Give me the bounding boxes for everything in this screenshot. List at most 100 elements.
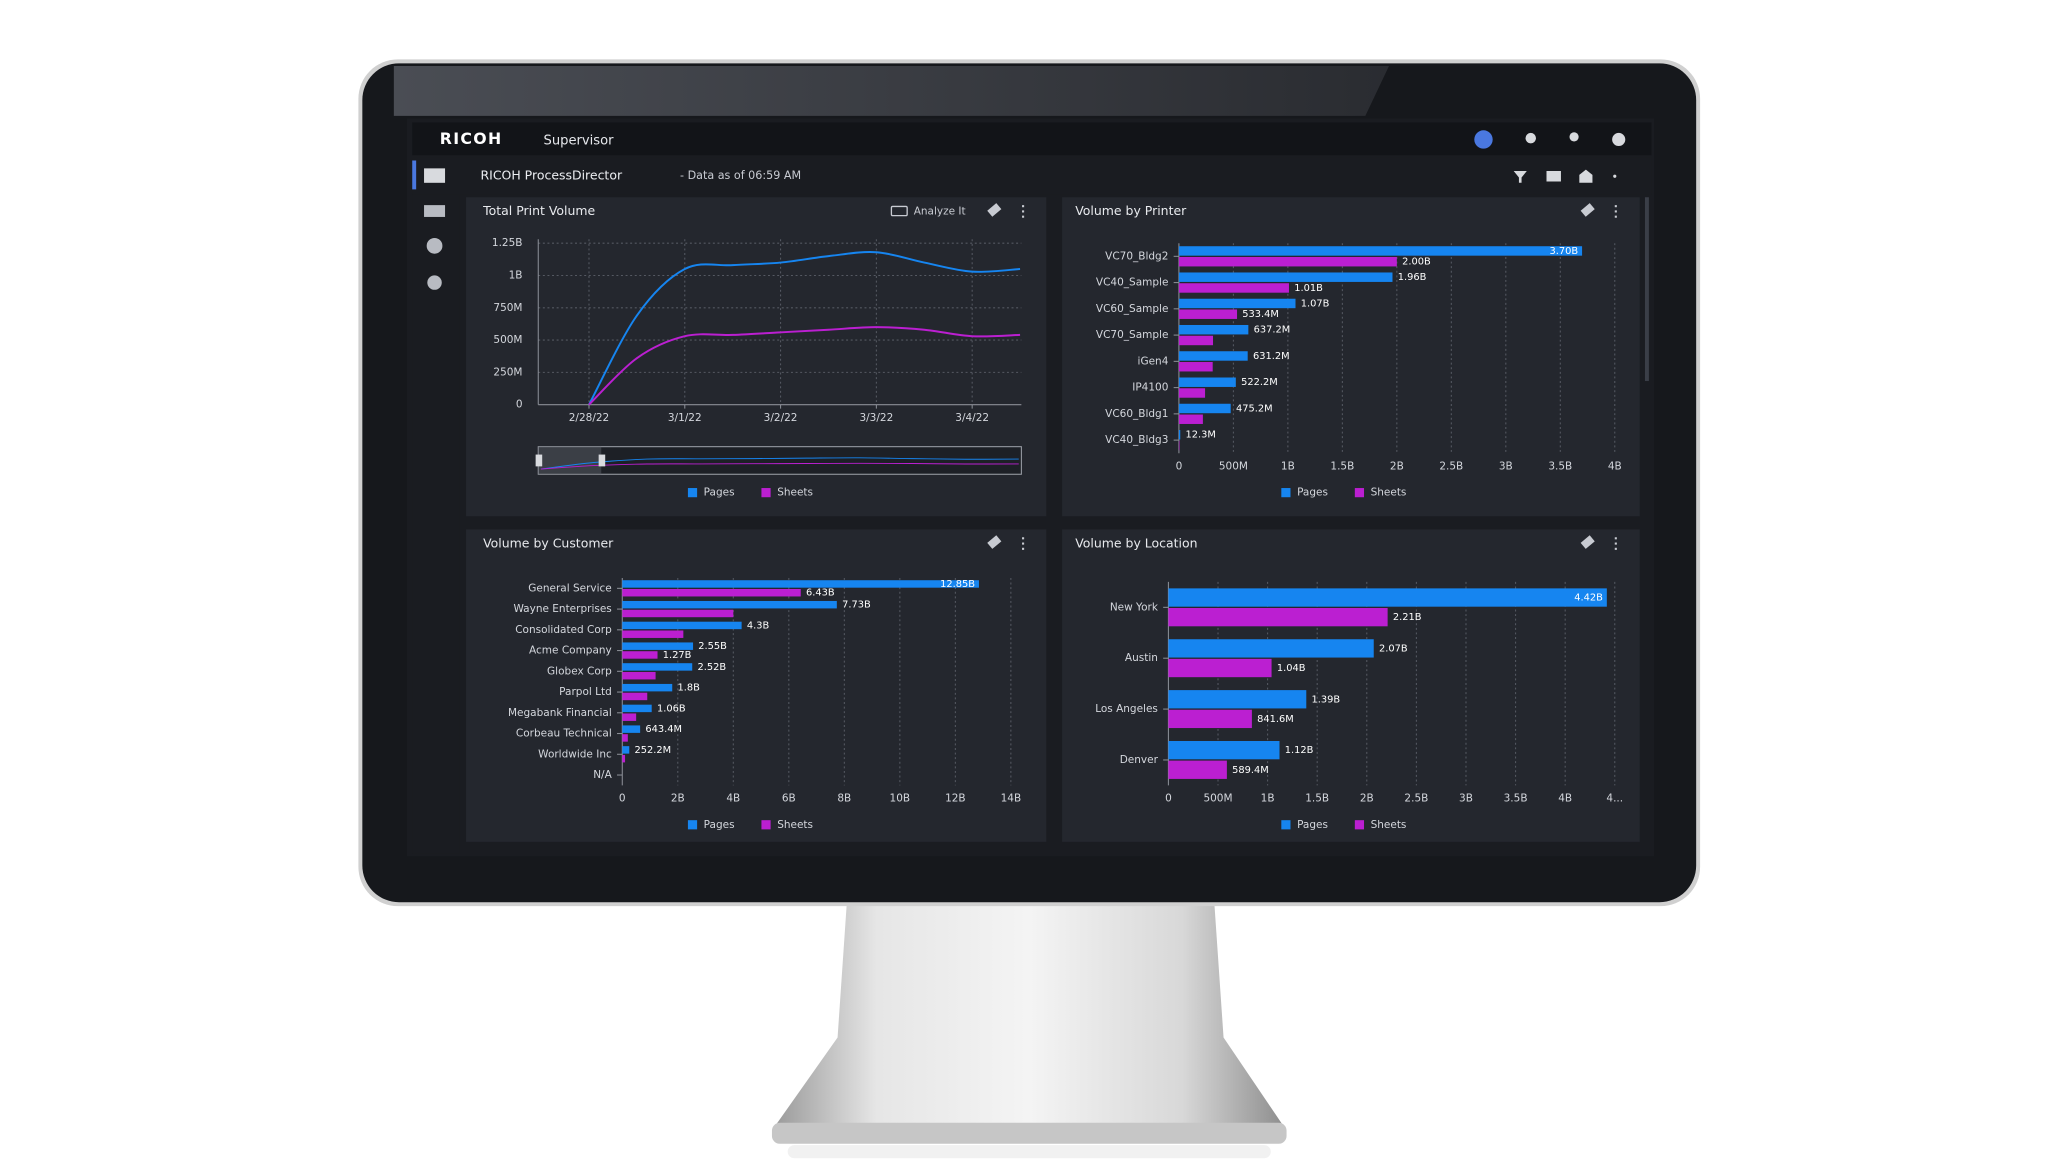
assistant-icon[interactable]: [1474, 130, 1493, 149]
data-label: 4.3B: [747, 620, 770, 631]
legend-label: Pages: [1297, 487, 1328, 499]
bar: [1168, 709, 1252, 729]
bar: [622, 630, 684, 638]
dashboard-icon[interactable]: [424, 168, 446, 183]
category-label: VC40_Sample: [1096, 277, 1169, 289]
data-label: 1.04B: [1277, 663, 1306, 674]
more-icon[interactable]: [1022, 542, 1025, 545]
data-label: 2.55B: [698, 641, 727, 652]
scrollbar: [1644, 197, 1649, 382]
data-label: 1.8B: [677, 683, 700, 694]
bar: [1178, 388, 1206, 398]
edit-icon[interactable]: [987, 203, 1002, 217]
monitor-icon[interactable]: [424, 205, 446, 217]
active-indicator: [412, 160, 417, 190]
x-tick-label: 2/28/22: [569, 412, 609, 424]
bar: [1178, 335, 1214, 346]
analyze-button[interactable]: Analyze It: [914, 206, 966, 218]
category-label: General Service: [528, 582, 612, 594]
legend-label: Sheets: [1371, 819, 1407, 831]
bar: [1168, 639, 1374, 658]
bar: [1178, 403, 1231, 414]
x-tick-label: 4B: [726, 793, 740, 805]
edit-icon[interactable]: [1580, 535, 1595, 549]
bar: [1178, 440, 1180, 451]
x-tick-label: 3B: [1499, 460, 1513, 472]
more-icon[interactable]: [1614, 210, 1617, 213]
bar: [622, 588, 801, 597]
bar: [622, 683, 673, 692]
bar: [1178, 272, 1393, 282]
bar: [622, 725, 641, 733]
cloud-icon[interactable]: [426, 237, 443, 254]
more-icon[interactable]: [1614, 205, 1617, 208]
layout-icon[interactable]: [1546, 170, 1561, 182]
bar: [622, 704, 652, 713]
data-label: 841.6M: [1257, 714, 1294, 725]
brand: RICOH: [440, 129, 503, 148]
category-label: Megabank Financial: [508, 707, 612, 719]
notifications-icon[interactable]: [1525, 132, 1536, 144]
legend-swatch: [1354, 820, 1365, 830]
legend-swatch: [761, 820, 771, 830]
analyze-icon[interactable]: [890, 205, 908, 217]
panel: [1062, 529, 1640, 842]
x-tick-label: 500M: [1219, 460, 1248, 472]
bar: [622, 651, 658, 659]
navigator-line: [540, 462, 1019, 470]
sidebar: [412, 168, 460, 854]
more-icon[interactable]: [1613, 174, 1617, 178]
panel-title: Total Print Volume: [482, 203, 595, 218]
data-label: 12.3M: [1186, 430, 1216, 441]
bar: [1178, 246, 1583, 256]
bar: [1178, 324, 1249, 335]
legend-label: Sheets: [777, 487, 813, 499]
more-icon[interactable]: [1614, 215, 1617, 218]
more-icon[interactable]: [1022, 210, 1025, 213]
filter-icon[interactable]: [1513, 170, 1527, 183]
x-tick-label: 3.5B: [1548, 460, 1572, 472]
x-tick-label: 1B: [1281, 460, 1295, 472]
category-label: Wayne Enterprises: [513, 603, 611, 615]
more-icon[interactable]: [1022, 215, 1025, 218]
data-label: 637.2M: [1254, 325, 1291, 336]
category-label: Worldwide Inc: [538, 748, 612, 760]
more-icon[interactable]: [1022, 205, 1025, 208]
bar: [1168, 760, 1227, 779]
x-tick-label: 2B: [1360, 793, 1374, 805]
more-icon[interactable]: [1022, 547, 1025, 550]
bar: [1178, 430, 1181, 440]
user-icon[interactable]: [1569, 132, 1579, 142]
edit-icon[interactable]: [987, 535, 1002, 549]
more-icon[interactable]: [1614, 547, 1617, 550]
edit-icon[interactable]: [1580, 203, 1595, 217]
help-icon[interactable]: [1612, 132, 1626, 147]
settings-icon[interactable]: [427, 275, 442, 290]
data-label: 4.42B: [1574, 593, 1603, 604]
bar: [1178, 362, 1213, 372]
more-icon[interactable]: [1022, 537, 1025, 540]
x-tick-label: 0: [1165, 793, 1172, 805]
line: [588, 326, 1021, 406]
bar: [622, 580, 979, 588]
more-icon[interactable]: [1614, 537, 1617, 540]
data-label: 631.2M: [1253, 351, 1290, 362]
data-label: 2.07B: [1379, 643, 1408, 654]
data-label: 2.00B: [1402, 257, 1431, 268]
category-label: VC70_Sample: [1096, 329, 1169, 341]
bar: [622, 609, 734, 618]
category-label: N/A: [593, 769, 612, 781]
x-tick-label: 4...: [1606, 793, 1623, 805]
y-tick-label: 1.25B: [492, 237, 523, 249]
category-label: VC60_Sample: [1096, 303, 1169, 315]
more-icon[interactable]: [1614, 542, 1617, 545]
charts: 0 250M 500M 750M 1B 1.25B 2/28/22 3/1/22 3/2/22 3…: [492, 237, 1623, 831]
home-icon[interactable]: [1579, 169, 1593, 183]
legend-label: Sheets: [1371, 487, 1407, 499]
data-label: 475.2M: [1236, 403, 1273, 414]
x-tick-label: 500M: [1203, 793, 1232, 805]
category-label: VC60_Bldg1: [1105, 408, 1168, 420]
x-tick-label: 1B: [1261, 793, 1275, 805]
data-label: 643.4M: [645, 724, 682, 735]
